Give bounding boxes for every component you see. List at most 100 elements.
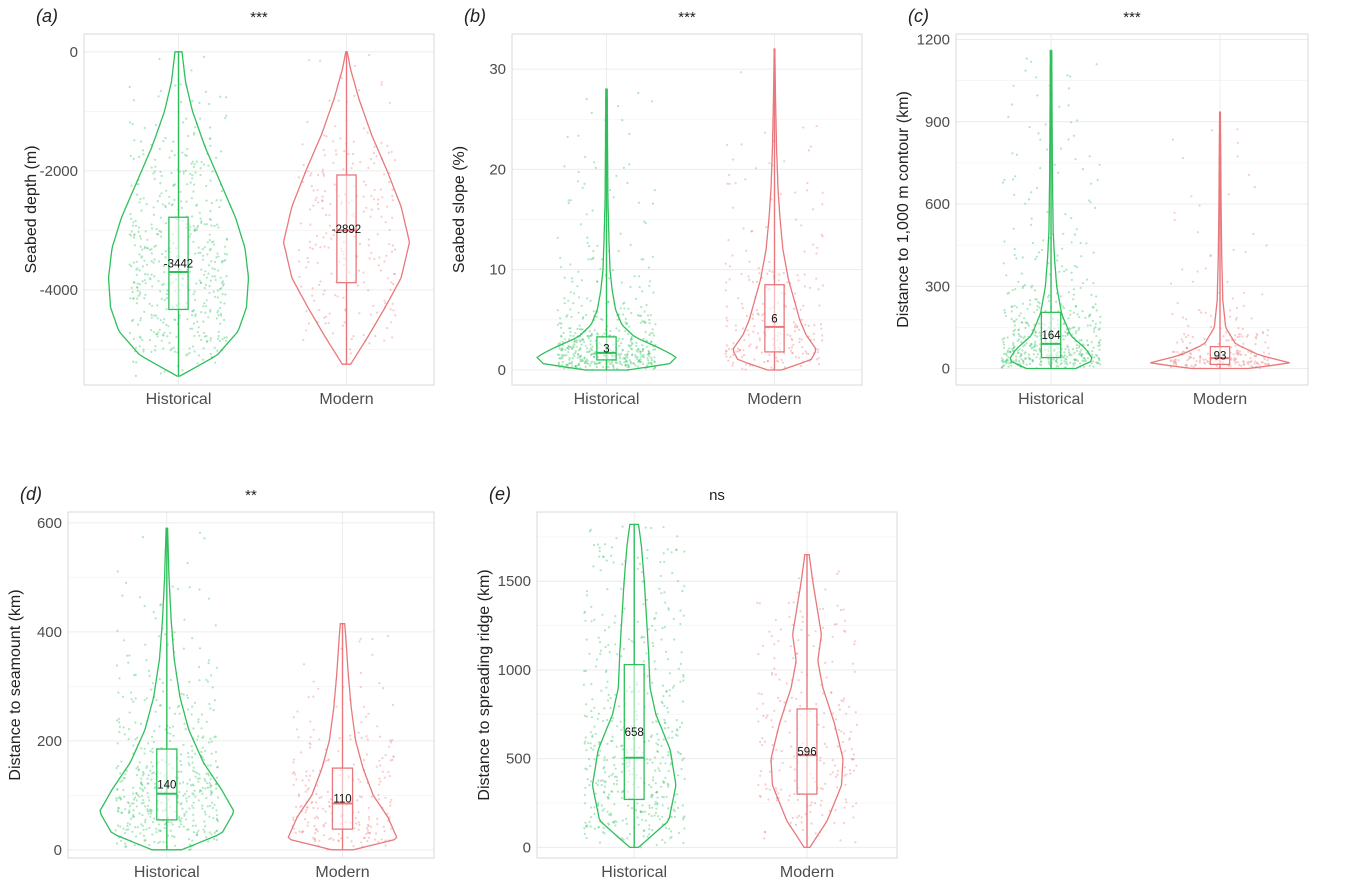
jitter-point <box>135 799 138 802</box>
jitter-point <box>132 337 135 340</box>
jitter-point <box>391 302 394 305</box>
jitter-point <box>667 751 670 754</box>
jitter-point <box>789 745 793 748</box>
jitter-point <box>601 809 604 812</box>
jitter-point <box>380 215 383 218</box>
jitter-point <box>322 172 325 176</box>
jitter-point <box>1085 352 1088 355</box>
jitter-point <box>138 283 141 286</box>
jitter-point <box>563 302 566 305</box>
jitter-point <box>1021 321 1024 324</box>
jitter-point <box>173 154 176 157</box>
jitter-point <box>589 742 592 745</box>
jitter-point <box>1066 74 1069 77</box>
jitter-point <box>1092 365 1095 368</box>
jitter-point <box>1253 362 1256 365</box>
jitter-point <box>800 821 803 824</box>
jitter-point <box>672 684 676 687</box>
jitter-point <box>565 364 568 367</box>
jitter-point <box>154 349 157 352</box>
jitter-point <box>192 322 195 325</box>
jitter-point <box>194 171 197 174</box>
jitter-point <box>212 240 215 243</box>
jitter-point <box>391 758 394 762</box>
jitter-point <box>133 674 136 677</box>
jitter-point <box>209 137 212 140</box>
jitter-point <box>159 319 162 322</box>
jitter-point <box>620 587 623 591</box>
jitter-point <box>560 266 563 269</box>
jitter-point <box>761 737 764 740</box>
jitter-point <box>665 690 668 693</box>
jitter-point <box>198 531 202 534</box>
jitter-point <box>1074 332 1078 335</box>
jitter-point <box>1075 347 1078 350</box>
jitter-point <box>208 249 212 252</box>
jitter-point <box>1021 349 1024 352</box>
jitter-point <box>1042 239 1045 242</box>
jitter-point <box>680 767 683 771</box>
jitter-point <box>1062 356 1066 359</box>
jitter-point <box>353 827 356 830</box>
jitter-point <box>613 764 616 767</box>
jitter-point <box>170 347 173 350</box>
jitter-point <box>593 329 596 332</box>
jitter-point <box>567 351 570 354</box>
jitter-point <box>563 367 566 370</box>
jitter-point <box>368 342 371 345</box>
jitter-point <box>193 229 196 232</box>
jitter-point <box>153 314 156 317</box>
jitter-point <box>1030 343 1033 346</box>
x-tick-label: Historical <box>1018 391 1084 408</box>
jitter-point <box>773 643 776 646</box>
jitter-point <box>191 345 195 348</box>
jitter-point <box>226 253 229 256</box>
jitter-point <box>595 365 599 369</box>
jitter-point <box>138 335 141 338</box>
jitter-point <box>621 337 624 341</box>
jitter-point <box>1249 357 1252 360</box>
y-tick-label: 0 <box>523 839 531 856</box>
jitter-point <box>131 122 134 126</box>
jitter-point <box>225 237 228 240</box>
jitter-point <box>589 339 592 342</box>
jitter-point <box>1048 362 1051 365</box>
jitter-point <box>182 794 185 797</box>
jitter-point <box>598 841 602 844</box>
jitter-point <box>162 841 165 844</box>
jitter-point <box>132 221 135 224</box>
jitter-point <box>189 225 192 228</box>
jitter-point <box>613 820 616 823</box>
jitter-point <box>205 772 208 775</box>
jitter-point <box>683 815 686 818</box>
jitter-point <box>755 309 759 312</box>
jitter-point <box>1184 318 1188 321</box>
jitter-point <box>596 784 599 787</box>
jitter-point <box>775 356 778 359</box>
jitter-point <box>1086 339 1089 342</box>
jitter-point <box>1095 361 1098 364</box>
jitter-point <box>590 620 593 623</box>
jitter-point <box>1084 359 1088 363</box>
jitter-point <box>797 328 801 331</box>
jitter-point <box>169 331 172 335</box>
jitter-point <box>1071 326 1074 329</box>
jitter-point <box>373 162 376 165</box>
jitter-point <box>624 330 627 333</box>
jitter-point <box>1254 335 1257 338</box>
jitter-point <box>635 809 638 812</box>
jitter-point <box>574 351 577 355</box>
jitter-point <box>1090 341 1093 344</box>
jitter-point <box>1261 293 1264 296</box>
jitter-point <box>178 782 181 785</box>
jitter-point <box>143 310 146 313</box>
jitter-point <box>650 793 653 796</box>
jitter-point <box>765 787 768 790</box>
jitter-point <box>1022 285 1025 288</box>
jitter-point <box>183 618 186 621</box>
jitter-point <box>578 339 581 342</box>
jitter-point <box>751 313 755 316</box>
jitter-point <box>1075 266 1078 269</box>
jitter-point <box>363 180 366 183</box>
jitter-point <box>185 694 188 697</box>
